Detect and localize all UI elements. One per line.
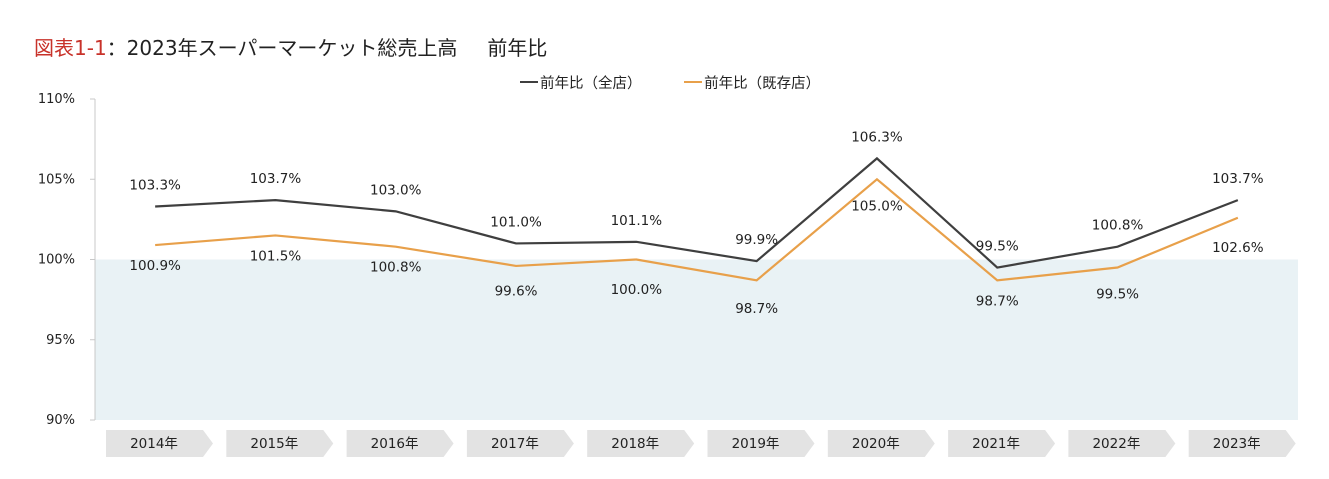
legend: 前年比（全店） 前年比（既存店）: [520, 71, 858, 93]
category-tag: [827, 430, 935, 457]
data-label-existing-stores: 100.8%: [370, 260, 422, 276]
data-label-existing-stores: 98.7%: [976, 293, 1019, 309]
category-label: 2016年: [371, 436, 419, 452]
legend-swatch-all-stores: [520, 81, 538, 83]
legend-item-existing-stores: 前年比（既存店）: [684, 72, 820, 93]
category-label: 2020年: [852, 436, 900, 452]
y-tick-label: 95%: [46, 333, 75, 348]
category-label: 2022年: [1092, 436, 1140, 452]
data-label-all-stores: 103.7%: [1212, 171, 1264, 187]
figure-label: 図表1-1: [34, 36, 107, 60]
data-label-existing-stores: 100.0%: [611, 282, 663, 298]
category-tag: [226, 430, 334, 457]
legend-label-existing-stores: 前年比（既存店）: [704, 75, 821, 92]
title-separator: ：: [106, 36, 127, 60]
title-main: 2023年スーパーマーケット総売上高: [126, 36, 458, 60]
data-label-existing-stores: 100.9%: [129, 258, 181, 274]
category-tag: [466, 430, 574, 457]
data-label-existing-stores: 99.5%: [1096, 287, 1139, 303]
series-line-existing-stores: [155, 177, 1239, 282]
category-label: 2014年: [130, 436, 178, 452]
data-label-all-stores: 103.3%: [129, 178, 181, 194]
chart-title: 図表1-1：2023年スーパーマーケット総売上高 前年比: [34, 32, 547, 61]
category-tag: [1188, 430, 1296, 457]
category-label: 2023年: [1213, 436, 1261, 452]
category-tag: [1068, 430, 1176, 457]
data-label-all-stores: 99.9%: [735, 232, 778, 248]
category-label: 2021年: [972, 436, 1020, 452]
category-label: 2019年: [732, 436, 780, 452]
data-label-existing-stores: 105.0%: [851, 198, 903, 214]
data-label-existing-stores: 98.7%: [735, 301, 778, 317]
data-label-existing-stores: 99.6%: [495, 283, 538, 299]
data-label-all-stores: 99.5%: [976, 239, 1019, 255]
data-label-all-stores: 101.0%: [490, 214, 542, 230]
category-label: 2015年: [250, 436, 298, 452]
legend-swatch-existing-stores: [684, 81, 703, 83]
category-tag: [948, 430, 1056, 457]
series-line-all-stores: [155, 156, 1239, 269]
y-tick-label: 90%: [46, 413, 75, 428]
category-tag: [106, 430, 213, 457]
data-label-all-stores: 101.1%: [611, 213, 663, 229]
y-tick-label: 105%: [38, 172, 75, 187]
category-label: 2018年: [611, 436, 659, 452]
below-100-band: [95, 259, 1298, 420]
title-sub: 前年比: [487, 36, 548, 60]
legend-label-all-stores: 前年比（全店）: [540, 75, 642, 92]
category-label: 2017年: [491, 436, 539, 452]
legend-item-all-stores: 前年比（全店）: [520, 72, 642, 93]
category-tag: [346, 430, 454, 457]
data-label-all-stores: 103.7%: [250, 171, 302, 187]
data-label-existing-stores: 102.6%: [1212, 240, 1264, 256]
y-tick-label: 110%: [38, 92, 75, 107]
y-tick-label: 100%: [38, 253, 75, 268]
data-label-all-stores: 106.3%: [851, 129, 903, 145]
category-tag: [587, 430, 695, 457]
data-label-all-stores: 100.8%: [1092, 218, 1144, 234]
data-label-existing-stores: 101.5%: [250, 248, 302, 264]
data-label-all-stores: 103.0%: [370, 182, 422, 198]
category-tag: [707, 430, 815, 457]
